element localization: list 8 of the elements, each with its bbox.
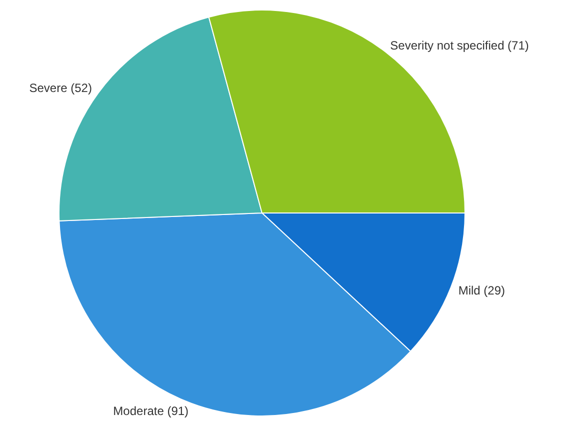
slice-label: Moderate: [113, 404, 164, 418]
slice-label: Mild: [458, 283, 480, 298]
slice-label: Severe: [29, 81, 68, 96]
data-label: (91): [167, 404, 189, 418]
data-label: (52): [70, 81, 92, 96]
data-label: (29): [484, 283, 506, 298]
data-label: (71): [508, 38, 529, 52]
slice-label: Severity not specified: [390, 38, 504, 52]
